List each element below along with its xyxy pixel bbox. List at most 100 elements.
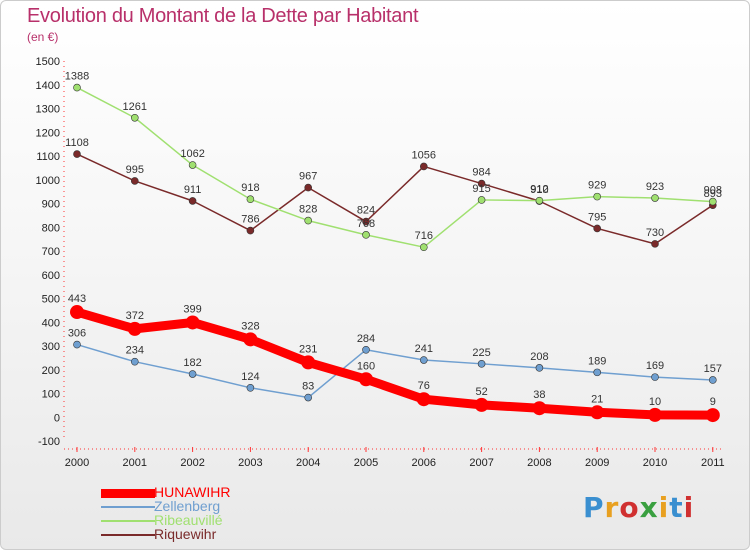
y-tick-label: 200 bbox=[42, 365, 60, 377]
data-point bbox=[474, 397, 489, 412]
data-label: 169 bbox=[646, 360, 664, 372]
data-point bbox=[246, 195, 255, 204]
x-tick-label: 2010 bbox=[643, 457, 667, 469]
x-tick-label: 2009 bbox=[585, 457, 609, 469]
data-point bbox=[535, 196, 544, 205]
data-point bbox=[188, 161, 197, 169]
series-line bbox=[76, 343, 714, 399]
legend-label: HUNAWIHR bbox=[154, 484, 231, 500]
data-point bbox=[477, 360, 486, 368]
x-tick-label: 2001 bbox=[123, 457, 147, 469]
data-label: 10 bbox=[649, 396, 661, 408]
x-tick-label: 2004 bbox=[296, 457, 320, 469]
data-label: 160 bbox=[357, 360, 375, 372]
data-label: 716 bbox=[415, 230, 433, 242]
data-labels: 443 372 399 328 231 160 76 52 38 21 10 9 306 234 182 12… bbox=[65, 71, 722, 409]
legend-swatch bbox=[101, 506, 155, 508]
data-label: 908 bbox=[704, 185, 722, 197]
data-point bbox=[243, 332, 258, 347]
data-point bbox=[73, 150, 81, 158]
y-tick-label: 1100 bbox=[36, 151, 60, 163]
data-label: 52 bbox=[475, 386, 487, 398]
data-point bbox=[362, 217, 370, 226]
data-point bbox=[590, 405, 605, 420]
y-tick-label: 300 bbox=[42, 341, 60, 353]
data-label: 399 bbox=[183, 303, 201, 315]
data-point bbox=[651, 194, 659, 202]
data-point bbox=[304, 216, 313, 225]
y-tick-label: 600 bbox=[42, 270, 60, 282]
data-point bbox=[185, 315, 200, 330]
data-label: 828 bbox=[299, 204, 317, 216]
y-tick-label: 900 bbox=[42, 199, 60, 211]
data-label: 995 bbox=[126, 164, 144, 176]
data-point bbox=[419, 356, 428, 364]
data-point bbox=[708, 197, 717, 206]
data-point bbox=[416, 392, 431, 407]
data-point bbox=[362, 231, 370, 239]
data-label: 284 bbox=[357, 333, 375, 345]
y-tick-label: 800 bbox=[42, 222, 60, 234]
legend-label: Riquewihr bbox=[154, 526, 217, 542]
data-label: 795 bbox=[588, 211, 606, 223]
data-label: 967 bbox=[299, 171, 317, 183]
legend-label: Zellenberg bbox=[154, 498, 221, 514]
data-label: 189 bbox=[588, 355, 606, 367]
data-point bbox=[246, 226, 255, 235]
data-label: 328 bbox=[241, 320, 259, 332]
data-label: 1261 bbox=[123, 101, 147, 113]
data-point bbox=[246, 383, 255, 392]
data-label: 984 bbox=[472, 167, 490, 179]
data-label: 915 bbox=[472, 183, 490, 195]
data-point bbox=[419, 243, 428, 251]
data-label: 443 bbox=[68, 293, 86, 305]
y-tick-label: 1200 bbox=[36, 127, 60, 139]
data-point bbox=[127, 321, 142, 336]
data-label: 1056 bbox=[412, 149, 436, 161]
data-label: 241 bbox=[415, 343, 433, 355]
series-line bbox=[76, 153, 714, 245]
data-label: 21 bbox=[591, 393, 603, 405]
data-point bbox=[593, 224, 602, 233]
axes: -100 0 100 200 300 400 500 600 700 800 900 1000 1100… bbox=[36, 56, 725, 469]
data-point bbox=[477, 196, 486, 204]
data-label: 1108 bbox=[65, 137, 89, 149]
series-lines bbox=[70, 83, 720, 423]
y-tick-label: 1500 bbox=[36, 56, 60, 68]
data-label: 372 bbox=[126, 310, 144, 322]
y-tick-label: 1000 bbox=[36, 175, 60, 187]
data-point bbox=[188, 370, 197, 378]
data-point bbox=[362, 345, 370, 354]
data-label: 786 bbox=[241, 214, 259, 226]
y-tick-label: 1300 bbox=[36, 104, 60, 116]
data-label: 912 bbox=[530, 184, 548, 196]
data-point bbox=[651, 373, 659, 381]
data-point bbox=[73, 340, 81, 349]
legend-label: Ribeauvillé bbox=[154, 512, 223, 528]
data-point bbox=[648, 407, 662, 422]
chart-unit: (en €) bbox=[27, 30, 59, 44]
data-label: 157 bbox=[704, 363, 722, 375]
legend-swatch bbox=[101, 488, 155, 498]
data-point bbox=[188, 197, 197, 205]
data-point bbox=[304, 393, 313, 402]
y-tick-label: 500 bbox=[42, 294, 60, 306]
x-tick-label: 2007 bbox=[469, 457, 493, 469]
data-point bbox=[70, 305, 84, 320]
series-riquewihr bbox=[73, 150, 717, 248]
y-tick-label: 1400 bbox=[36, 80, 60, 92]
data-label: 124 bbox=[241, 371, 259, 383]
data-point bbox=[304, 183, 313, 192]
x-tick-label: 2005 bbox=[354, 457, 378, 469]
data-point bbox=[705, 408, 720, 423]
data-point bbox=[651, 240, 659, 248]
data-label: 231 bbox=[299, 343, 317, 355]
data-point bbox=[532, 401, 547, 416]
x-tick-label: 2003 bbox=[238, 457, 262, 469]
x-tick-label: 2002 bbox=[180, 457, 204, 469]
data-label: 929 bbox=[588, 180, 606, 192]
y-tick-label: 400 bbox=[42, 317, 60, 329]
data-label: 730 bbox=[646, 227, 664, 239]
